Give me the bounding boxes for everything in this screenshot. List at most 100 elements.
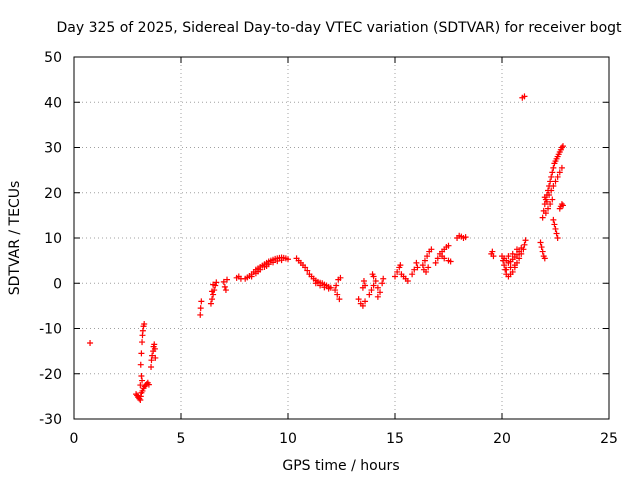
data-point xyxy=(198,298,205,305)
x-axis-label: GPS time / hours xyxy=(282,458,399,474)
data-point xyxy=(505,253,512,260)
data-point xyxy=(503,266,510,273)
data-point xyxy=(409,271,416,278)
data-point xyxy=(522,237,529,244)
data-point xyxy=(379,280,386,287)
data-point xyxy=(333,282,340,289)
data-point xyxy=(558,201,565,208)
grid-lines xyxy=(74,57,609,419)
data-point xyxy=(490,253,497,260)
data-point xyxy=(312,280,319,287)
y-tick-label: 0 xyxy=(53,276,62,292)
data-point xyxy=(552,225,559,232)
data-point xyxy=(137,393,144,400)
data-point xyxy=(552,178,559,185)
data-point xyxy=(397,262,404,269)
data-point xyxy=(559,143,566,150)
data-point xyxy=(209,288,216,295)
y-tick-label: 30 xyxy=(44,141,62,157)
data-point xyxy=(255,268,262,275)
data-point xyxy=(454,235,461,241)
data-point xyxy=(439,253,446,260)
chart-title: Day 325 of 2025, Sidereal Day-to-day VTE… xyxy=(56,20,622,36)
data-point xyxy=(148,363,155,370)
data-point xyxy=(558,144,565,151)
data-point xyxy=(462,234,469,241)
data-point xyxy=(274,258,281,265)
data-point xyxy=(138,373,145,380)
data-point xyxy=(285,256,291,263)
data-point xyxy=(447,258,454,265)
data-point xyxy=(428,246,435,253)
data-point xyxy=(137,361,144,368)
data-point xyxy=(556,169,563,176)
data-point xyxy=(414,264,421,271)
data-point xyxy=(547,178,554,185)
data-point xyxy=(545,205,552,212)
data-point xyxy=(538,244,545,251)
data-point xyxy=(137,382,144,389)
data-point xyxy=(546,192,553,199)
data-point xyxy=(509,268,516,275)
data-point xyxy=(366,291,373,298)
data-point xyxy=(317,282,324,289)
data-point xyxy=(222,287,229,294)
x-tick-label: 15 xyxy=(386,431,404,447)
x-tick-label: 25 xyxy=(600,431,618,447)
data-point xyxy=(139,377,146,384)
data-point xyxy=(224,276,231,283)
data-point xyxy=(304,267,311,274)
data-point xyxy=(370,282,377,289)
data-point xyxy=(392,273,398,280)
data-point xyxy=(550,182,557,189)
data-point xyxy=(542,210,549,217)
data-point xyxy=(394,268,401,275)
data-point xyxy=(553,230,560,237)
data-point xyxy=(145,381,152,388)
data-point xyxy=(369,271,376,278)
x-tick-label: 0 xyxy=(70,431,79,447)
data-point xyxy=(509,250,516,257)
x-tick-label: 5 xyxy=(177,431,186,447)
data-point xyxy=(332,287,339,294)
data-point xyxy=(548,173,555,180)
data-point xyxy=(511,262,518,269)
y-tick-label: 10 xyxy=(44,231,62,247)
data-point xyxy=(445,242,452,249)
data-point xyxy=(543,198,550,205)
data-point xyxy=(424,253,431,260)
data-point xyxy=(521,241,528,248)
data-point xyxy=(210,281,217,288)
data-point xyxy=(362,282,369,289)
data-point xyxy=(501,262,508,269)
data-point xyxy=(368,287,375,294)
data-point xyxy=(139,387,146,394)
data-point xyxy=(507,264,514,271)
data-point xyxy=(521,93,528,100)
data-point xyxy=(516,255,523,262)
data-point xyxy=(404,277,411,284)
data-point xyxy=(302,264,309,271)
data-point xyxy=(549,169,556,176)
axis-ticks: 0 5 10 15 20 25 -30 -20 -10 0 10 20 30 40 50 xyxy=(39,50,618,447)
data-point xyxy=(141,320,148,327)
data-point xyxy=(425,264,432,271)
data-point xyxy=(210,291,217,298)
data-point xyxy=(325,285,332,292)
data-point xyxy=(152,354,159,361)
data-point xyxy=(138,350,145,357)
data-point xyxy=(541,255,548,262)
data-point xyxy=(151,341,158,348)
data-point xyxy=(539,214,546,221)
data-point xyxy=(220,278,227,285)
data-point xyxy=(336,296,343,303)
y-tick-label: -30 xyxy=(39,412,62,428)
data-point xyxy=(550,164,557,171)
data-point xyxy=(411,266,418,273)
y-tick-label: 50 xyxy=(44,50,62,66)
data-point xyxy=(248,273,255,280)
data-point xyxy=(321,284,328,291)
data-point xyxy=(513,251,520,258)
data-point xyxy=(360,277,367,284)
